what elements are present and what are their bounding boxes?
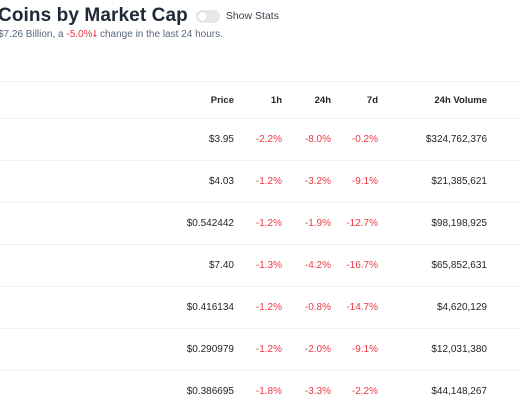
volume-cell: $12,031,380 bbox=[431, 344, 487, 355]
arrow-down-icon: ⭣ bbox=[92, 29, 98, 40]
volume-cell: $324,762,376 bbox=[425, 134, 487, 145]
change-7d-cell: -12.7% bbox=[346, 218, 378, 229]
title-row: Coins by Market Cap Show Stats bbox=[0, 3, 279, 29]
change-24h-cell: -3.3% bbox=[304, 386, 331, 397]
price-cell: $0.290979 bbox=[186, 344, 234, 355]
change-7d-cell: -16.7% bbox=[346, 260, 378, 271]
summary-suffix: change in the last 24 hours. bbox=[97, 29, 223, 40]
page-title: Coins by Market Cap bbox=[0, 5, 188, 26]
price-cell: $3.95 bbox=[208, 134, 234, 145]
market-summary: $7.26 Billion, a -5.0%⭣ change in the la… bbox=[0, 29, 223, 40]
volume-cell: $44,148,267 bbox=[431, 386, 487, 397]
change-1h-cell: -1.2% bbox=[255, 176, 282, 187]
price-cell: $4.03 bbox=[208, 176, 234, 187]
price-cell: $0.386695 bbox=[186, 386, 234, 397]
change-1h-cell: -1.2% bbox=[255, 344, 282, 355]
table-row[interactable]: $0.386695 -1.8% -3.3% -2.2% $44,148,267 bbox=[0, 371, 520, 400]
change-7d-cell: -9.1% bbox=[351, 176, 378, 187]
show-stats-label[interactable]: Show Stats bbox=[225, 10, 279, 22]
change-24h-cell: -1.9% bbox=[304, 218, 331, 229]
column-header-1h[interactable]: 1h bbox=[270, 94, 282, 106]
change-7d-cell: -0.2% bbox=[351, 134, 378, 145]
volume-cell: $21,385,621 bbox=[431, 176, 487, 187]
show-stats-toggle[interactable] bbox=[195, 9, 220, 23]
column-header-7d[interactable]: 7d bbox=[366, 94, 378, 106]
change-1h-cell: -2.2% bbox=[255, 134, 282, 145]
change-24h-cell: -3.2% bbox=[304, 176, 331, 187]
change-1h-cell: -1.3% bbox=[255, 260, 282, 271]
change-1h-cell: -1.8% bbox=[255, 386, 282, 397]
volume-cell: $65,852,631 bbox=[431, 260, 487, 271]
price-cell: $0.416134 bbox=[186, 302, 234, 313]
table-header-row: Price 1h 24h 7d 24h Volume bbox=[0, 82, 520, 119]
summary-change: -5.0% bbox=[66, 29, 93, 40]
change-1h-cell: -1.2% bbox=[255, 302, 282, 313]
column-header-24h-volume[interactable]: 24h Volume bbox=[434, 94, 487, 106]
table-row[interactable]: $0.290979 -1.2% -2.0% -9.1% $12,031,380 bbox=[0, 329, 520, 371]
column-header-price[interactable]: Price bbox=[210, 94, 234, 106]
change-7d-cell: -2.2% bbox=[351, 386, 378, 397]
change-24h-cell: -2.0% bbox=[304, 344, 331, 355]
volume-cell: $98,198,925 bbox=[431, 218, 487, 229]
coins-table: Price 1h 24h 7d 24h Volume $3.95 -2.2% -… bbox=[0, 81, 520, 400]
price-cell: $0.542442 bbox=[186, 218, 234, 229]
column-header-24h[interactable]: 24h bbox=[314, 94, 331, 106]
toggle-knob bbox=[197, 11, 207, 21]
table-row[interactable]: $7.40 -1.3% -4.2% -16.7% $65,852,631 bbox=[0, 245, 520, 287]
change-1h-cell: -1.2% bbox=[255, 218, 282, 229]
table-row[interactable]: $0.416134 -1.2% -0.8% -14.7% $4,620,129 bbox=[0, 287, 520, 329]
summary-prefix: $7.26 Billion, a bbox=[0, 29, 67, 40]
table-row[interactable]: $3.95 -2.2% -8.0% -0.2% $324,762,376 bbox=[0, 119, 520, 161]
change-7d-cell: -14.7% bbox=[346, 302, 378, 313]
change-24h-cell: -0.8% bbox=[304, 302, 331, 313]
volume-cell: $4,620,129 bbox=[436, 302, 487, 313]
change-24h-cell: -8.0% bbox=[304, 134, 331, 145]
change-7d-cell: -9.1% bbox=[351, 344, 378, 355]
table-row[interactable]: $4.03 -1.2% -3.2% -9.1% $21,385,621 bbox=[0, 161, 520, 203]
price-cell: $7.40 bbox=[208, 260, 234, 271]
table-row[interactable]: $0.542442 -1.2% -1.9% -12.7% $98,198,925 bbox=[0, 203, 520, 245]
change-24h-cell: -4.2% bbox=[304, 260, 331, 271]
